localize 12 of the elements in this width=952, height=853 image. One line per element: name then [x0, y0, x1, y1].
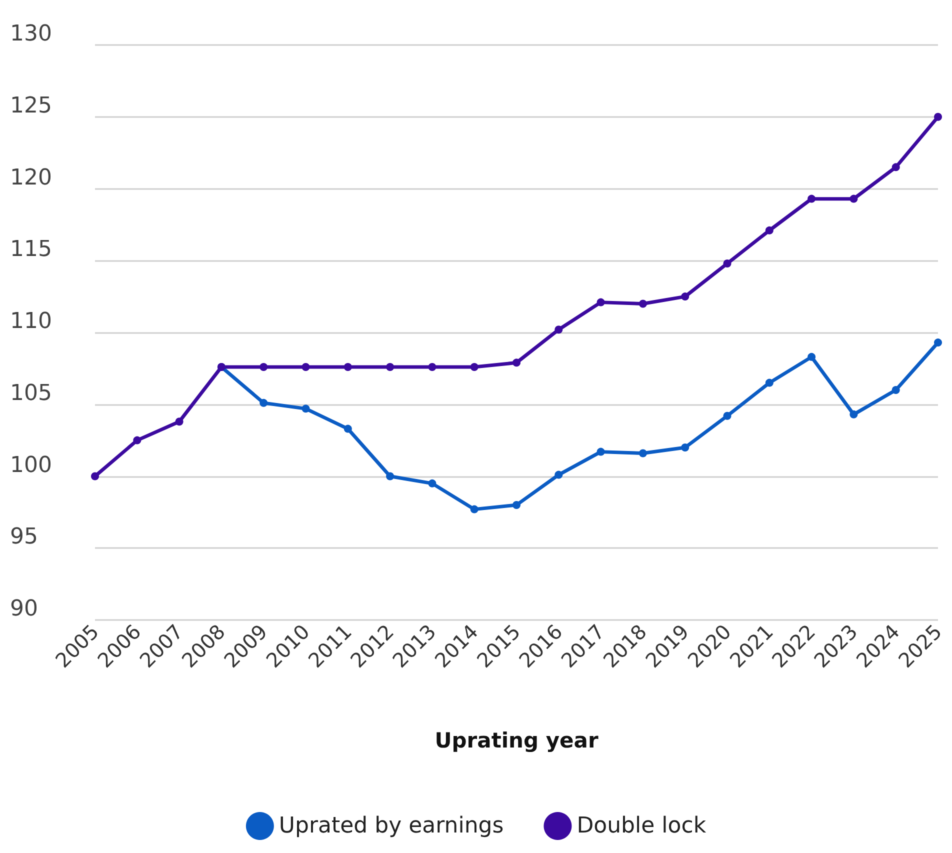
y-tick-label: 130: [10, 22, 52, 46]
x-axis-title: Uprating year: [434, 728, 599, 752]
legend-label: Double lock: [576, 814, 706, 838]
y-tick-label: 125: [10, 93, 52, 118]
y-tick-label: 120: [10, 165, 52, 190]
y-tick-label: 100: [10, 452, 52, 478]
y-tick-label: 105: [10, 380, 52, 406]
y-tick-label: 110: [10, 309, 52, 334]
y-tick-label: 115: [10, 237, 52, 262]
legend-label: Uprated by earnings: [278, 814, 504, 838]
y-tick-label: 90: [10, 596, 38, 622]
y-tick-label: 95: [10, 524, 38, 550]
